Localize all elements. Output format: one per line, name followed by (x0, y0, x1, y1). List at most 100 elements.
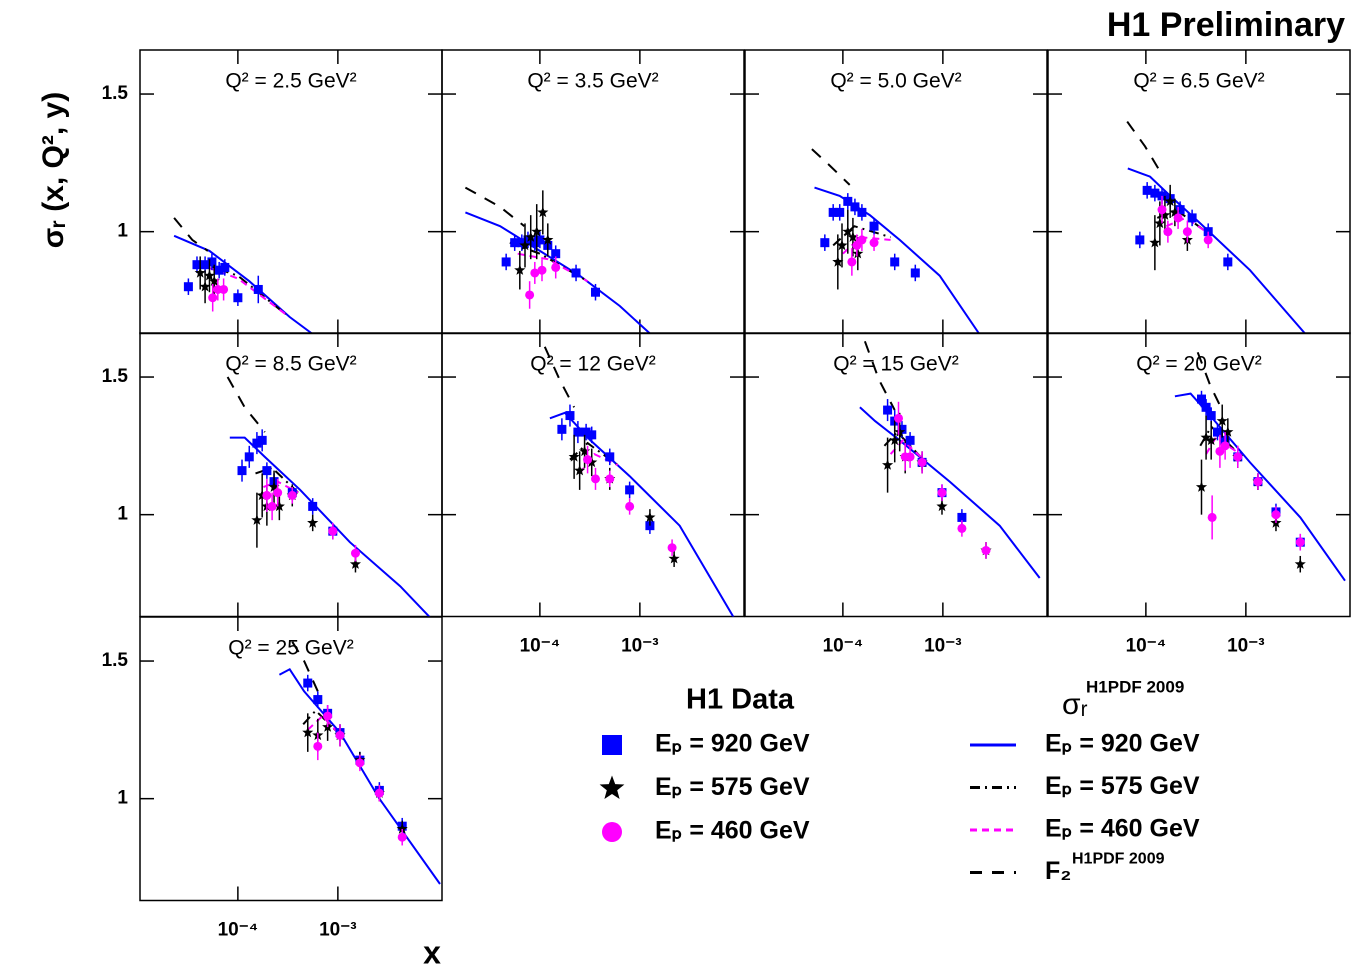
marker-square (883, 405, 893, 415)
panel-title: Q² = 6.5 GeV² (1133, 70, 1264, 93)
panel-title: Q² = 8.5 GeV² (225, 353, 356, 376)
curve (255, 466, 299, 494)
marker-square (565, 411, 575, 421)
curves (1174, 351, 1346, 582)
marker-circle (273, 488, 283, 498)
marker-square (244, 452, 254, 462)
marker-square (869, 221, 879, 231)
panel-title: Q² = 15 GeV² (833, 353, 958, 376)
marker-square (1223, 257, 1233, 267)
panel-title: Q² = 20 GeV² (1136, 353, 1261, 376)
panel-title: Q² = 3.5 GeV² (527, 70, 658, 93)
marker-star (1216, 415, 1228, 426)
marker-circle (537, 265, 547, 275)
curve (814, 186, 980, 334)
curve (1165, 216, 1207, 233)
curve (859, 406, 1041, 579)
panel: 1 1.5 10⁻⁴ 10⁻³ Q² = 25 GeV² (102, 616, 443, 941)
marker-square (605, 452, 615, 462)
marker-square (850, 202, 860, 212)
y-tick-label: 1.5 (102, 366, 129, 387)
marker-star (1169, 206, 1181, 218)
marker-circle (981, 545, 991, 555)
marker-star (882, 459, 894, 470)
marker-star (1294, 558, 1306, 569)
marker-circle (602, 822, 622, 842)
marker-square (1187, 213, 1197, 223)
marker-circle (667, 543, 677, 553)
marker-circle (267, 501, 277, 511)
x-tick-label: 10⁻³ (1227, 636, 1265, 657)
marker-square (857, 207, 867, 217)
marker-square (625, 485, 635, 495)
marker-circle (525, 290, 535, 300)
y-tick-label: 1 (117, 221, 128, 242)
marker-square (252, 438, 262, 448)
marker-star (1200, 431, 1212, 443)
panel-frame (139, 616, 443, 902)
marker-star (574, 464, 586, 476)
legend-title: σᵣ (1062, 688, 1088, 721)
legend-title-sup: H1PDF 2009 (1086, 677, 1184, 696)
marker-circle (287, 490, 297, 500)
marker-star (889, 434, 901, 446)
marker-circle (551, 262, 561, 272)
marker-star (842, 225, 854, 237)
marker-square (257, 435, 267, 445)
marker-square (237, 466, 247, 476)
marker-star (307, 517, 319, 528)
marker-circle (1295, 537, 1305, 547)
marker-square (828, 207, 838, 217)
marker-square (308, 501, 318, 511)
marker-square (591, 287, 601, 297)
points (302, 674, 408, 846)
marker-star (273, 500, 285, 512)
marker-circle (857, 235, 867, 245)
marker-star (531, 225, 543, 237)
legend-label: Eₚ = 460 GeV (655, 817, 810, 845)
marker-square (200, 260, 210, 270)
marker-star (668, 552, 680, 564)
curve (173, 217, 209, 252)
marker-circle (917, 457, 927, 467)
marker-square (1142, 185, 1152, 195)
marker-circle (530, 268, 540, 278)
x-tick-label: 10⁻⁴ (1126, 636, 1167, 657)
marker-square (910, 268, 920, 278)
curve (465, 211, 651, 334)
marker-square (957, 512, 967, 522)
marker-star (894, 426, 906, 437)
y-tick-label: 1.5 (102, 83, 129, 104)
marker-star (1222, 426, 1234, 437)
marker-square (890, 257, 900, 267)
marker-star (579, 445, 591, 457)
marker-circle (323, 711, 333, 721)
legend-label: Eₚ = 920 GeV (655, 730, 810, 758)
marker-star (1195, 481, 1208, 492)
marker-square (183, 282, 193, 292)
x-tick-label: 10⁻⁴ (520, 636, 561, 657)
x-tick-label: 10⁻³ (319, 920, 357, 941)
points (557, 404, 680, 567)
marker-circle (1203, 235, 1213, 245)
marker-star (1164, 195, 1176, 207)
marker-star (1159, 209, 1171, 220)
curves (811, 148, 980, 334)
curve (291, 641, 319, 692)
y-tick-label: 1.5 (102, 650, 129, 671)
marker-circle (937, 488, 947, 498)
marker-square (587, 430, 597, 440)
marker-square (1135, 235, 1145, 245)
marker-star (302, 726, 314, 738)
curve (1126, 121, 1161, 172)
curve (1205, 436, 1237, 455)
marker-square (262, 466, 272, 476)
marker-star (599, 775, 625, 799)
marker-square (571, 268, 581, 278)
marker-square (303, 678, 313, 688)
curves (464, 186, 651, 334)
legend-label: F₂ (1045, 857, 1071, 885)
marker-circle (847, 257, 857, 267)
marker-square (501, 257, 511, 267)
